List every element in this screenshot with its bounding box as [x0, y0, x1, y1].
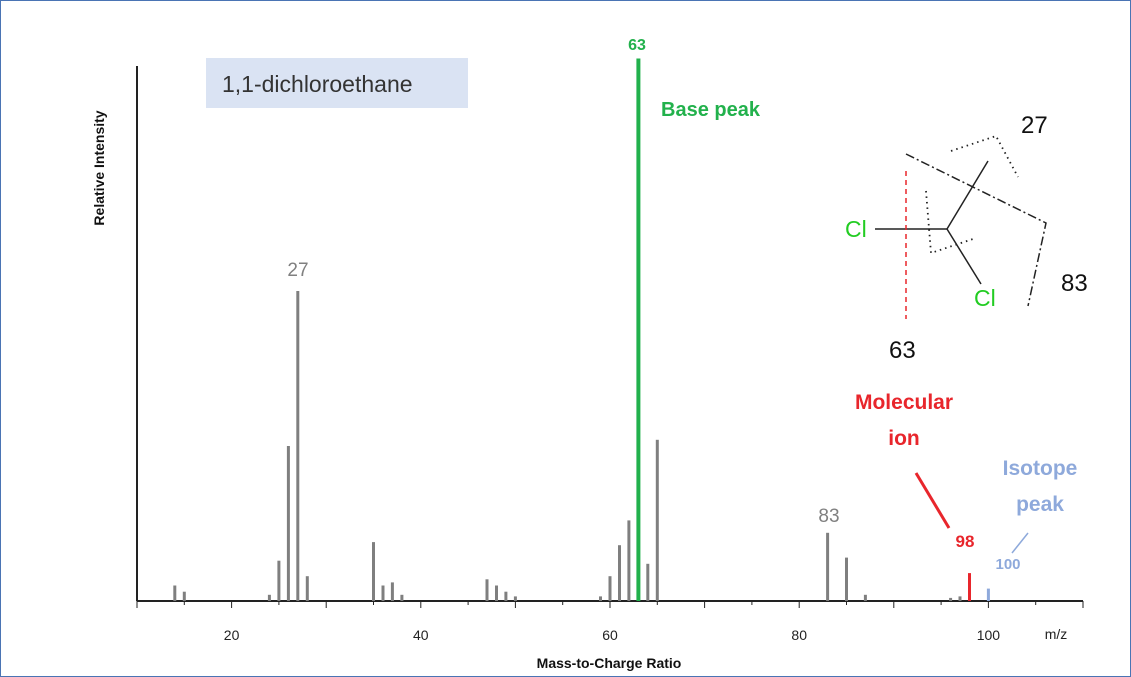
isotope-peak-pointer: [1011, 532, 1029, 554]
spectrum-bar-mz-60: [608, 576, 612, 601]
x-tick-label: 60: [602, 627, 618, 643]
compound-name-box: [206, 58, 468, 108]
peak-label-63: 63: [628, 37, 646, 54]
fragment-63-label: 63: [889, 337, 916, 364]
spectrum-bar-mz-47: [485, 579, 489, 601]
spectrum-bar-mz-63: [636, 58, 641, 601]
spectrum-bar-mz-50: [513, 596, 517, 601]
y-axis-label: Relative Intensity: [91, 110, 107, 225]
spectrum-bar-mz-83: [826, 532, 830, 601]
spectrum-bar-mz-49: [504, 591, 508, 601]
bond-cl-right: [946, 228, 982, 285]
spectrum-bar-mz-14: [173, 585, 177, 601]
spectrum-bar-mz-62: [627, 520, 631, 601]
peak-label-98: 98: [956, 532, 975, 551]
peak-label-83: 83: [818, 506, 839, 527]
chlorine-left-label: Cl: [845, 216, 867, 242]
x-tick-label: 100: [977, 627, 1001, 643]
compound-name: 1,1-dichloroethane: [222, 71, 413, 97]
molecular-ion-annotation-line1: Molecular: [855, 391, 953, 414]
spectrum-bar-mz-35: [372, 542, 375, 601]
spectrum-bar-mz-98: [968, 573, 971, 601]
peak-label-27: 27: [287, 260, 308, 281]
spectrum-bar-mz-85: [845, 557, 848, 601]
spectrum-bars: [173, 58, 990, 601]
spectrum-bar-mz-48: [495, 585, 498, 601]
fragmentation-structure: Cl Cl 27 63 83: [845, 112, 1088, 364]
isotope-peak-annotation-line2: peak: [1016, 493, 1064, 516]
spectrum-bar-mz-15: [182, 591, 186, 601]
x-tick-label: 40: [413, 627, 429, 643]
fragment-83-label: 83: [1061, 270, 1088, 297]
molecular-ion-annotation-line2: ion: [888, 427, 920, 450]
x-axis-label: Mass-to-Charge Ratio: [537, 655, 682, 671]
x-unit-label: m/z: [1045, 626, 1068, 642]
isotope-peak-annotation-line1: Isotope: [1003, 457, 1078, 480]
chlorine-right-label: Cl: [974, 285, 996, 311]
spectrum-bar-mz-27: [296, 291, 300, 601]
base-peak-annotation: Base peak: [661, 99, 761, 121]
spectrum-bar-mz-64: [646, 563, 650, 601]
bond-c-c: [946, 160, 989, 230]
spectrum-bar-mz-61: [618, 545, 621, 601]
x-tick-label: 20: [224, 627, 240, 643]
molecular-ion-pointer: [914, 472, 951, 529]
cleavage-27-arc: [950, 134, 1019, 178]
spectrum-bar-mz-59: [599, 596, 602, 601]
spectrum-bar-mz-87: [863, 594, 867, 601]
fragment-27-label: 27: [1021, 112, 1048, 139]
x-axis-ticks: 20 40 60 80 100: [136, 601, 1084, 643]
spectrum-bar-mz-65: [655, 439, 659, 601]
spectrum-bar-mz-24: [267, 594, 271, 601]
spectrum-bar-mz-28: [305, 576, 309, 601]
peak-label-100: 100: [995, 556, 1020, 573]
spectrum-bar-mz-96: [949, 597, 953, 601]
cleavage-center-arc: [925, 190, 977, 255]
spectrum-bar-mz-38: [400, 594, 404, 601]
spectrum-bar-mz-36: [381, 585, 385, 601]
spectrum-bar-mz-37: [390, 582, 394, 601]
spectrum-bar-mz-100: [986, 588, 990, 601]
spectrum-bar-mz-26: [286, 446, 290, 601]
spectrum-bar-mz-97: [958, 596, 962, 601]
spectrum-bar-mz-25: [277, 560, 281, 601]
x-tick-label: 80: [791, 627, 807, 643]
cleavage-83-line: [905, 153, 1047, 307]
